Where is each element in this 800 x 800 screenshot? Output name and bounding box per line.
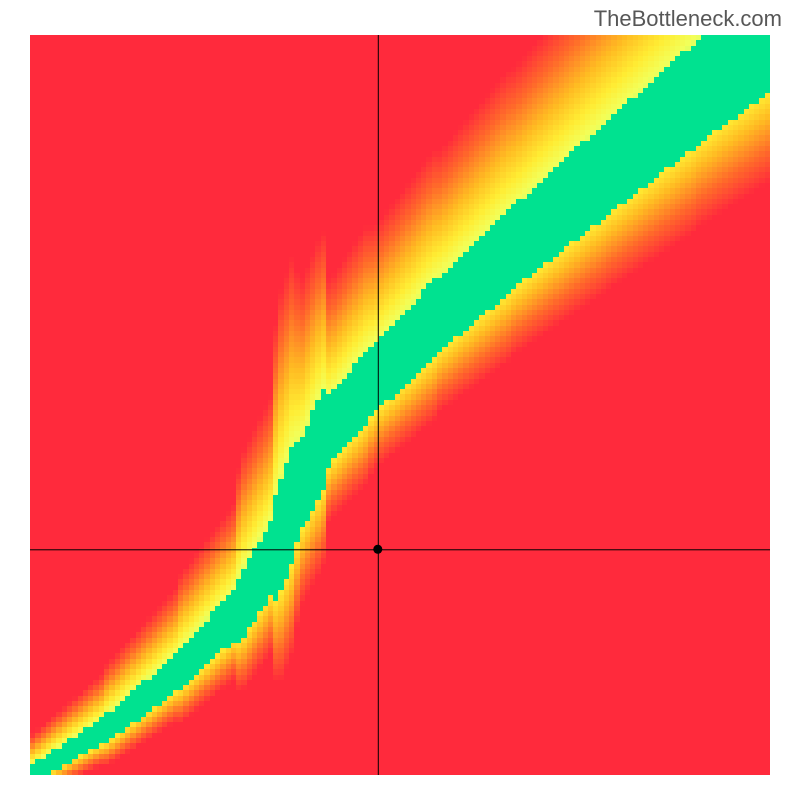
chart-container: TheBottleneck.com [0,0,800,800]
heatmap-canvas [30,35,770,775]
heatmap-plot [30,35,770,775]
watermark-text: TheBottleneck.com [594,6,782,32]
